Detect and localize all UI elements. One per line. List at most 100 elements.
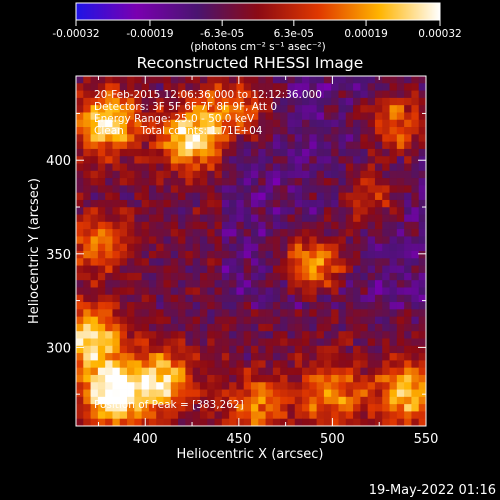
heatmap-cell <box>163 134 172 143</box>
heatmap-cell <box>112 97 121 106</box>
heatmap-cell <box>243 382 252 390</box>
heatmap-cell <box>331 331 339 339</box>
heatmap-cell <box>156 229 164 237</box>
heatmap-cell <box>83 396 91 405</box>
heatmap-cell <box>353 229 361 237</box>
heatmap-cell <box>331 258 339 266</box>
heatmap-cell <box>207 345 215 354</box>
heatmap-cell <box>97 316 106 325</box>
heatmap-cell <box>389 214 398 223</box>
heatmap-cell <box>97 338 106 347</box>
heatmap-cell <box>331 192 339 201</box>
heatmap-cell <box>134 90 143 99</box>
heatmap-cell <box>272 280 281 288</box>
heatmap-cell <box>229 345 237 354</box>
heatmap-cell <box>396 280 405 288</box>
heatmap-cell <box>287 119 296 128</box>
heatmap-cell <box>76 97 84 106</box>
heatmap-cell <box>105 302 113 310</box>
heatmap-cell <box>185 396 194 405</box>
heatmap-cell <box>112 221 121 230</box>
heatmap-cell <box>272 141 281 150</box>
heatmap-cell <box>112 309 121 318</box>
heatmap-cell <box>221 76 230 84</box>
heatmap-cell <box>367 97 376 106</box>
heatmap-cell <box>367 265 376 274</box>
heatmap-cell <box>236 185 245 194</box>
heatmap-cell <box>353 236 361 245</box>
heatmap-cell <box>170 374 179 383</box>
heatmap-cell <box>294 389 303 398</box>
heatmap-cell <box>170 389 179 398</box>
heatmap-cell <box>353 134 361 143</box>
heatmap-cell <box>360 156 369 164</box>
heatmap-cell <box>83 345 91 354</box>
heatmap-cell <box>90 207 99 215</box>
heatmap-cell <box>345 338 354 347</box>
heatmap-cell <box>396 76 405 84</box>
heatmap-cell <box>418 272 426 281</box>
heatmap-cell <box>316 258 325 266</box>
heatmap-cell <box>418 404 426 412</box>
heatmap-cell <box>192 97 201 106</box>
heatmap-cell <box>112 374 121 383</box>
heatmap-cell <box>76 382 84 390</box>
heatmap-cell <box>127 272 135 281</box>
heatmap-cell <box>382 280 390 288</box>
heatmap-cell <box>258 272 266 281</box>
heatmap-cell <box>199 127 208 135</box>
heatmap-cell <box>309 382 318 390</box>
heatmap-cell <box>302 76 310 84</box>
heatmap-cell <box>170 236 179 245</box>
heatmap-cell <box>141 163 150 172</box>
heatmap-cell <box>156 97 164 106</box>
heatmap-cell <box>396 367 405 376</box>
heatmap-cell <box>236 90 245 99</box>
heatmap-cell <box>199 251 208 259</box>
heatmap-cell <box>192 265 201 274</box>
heatmap-cell <box>119 156 128 164</box>
heatmap-cell <box>207 105 215 113</box>
x-tick-label: 450 <box>226 432 251 447</box>
heatmap-cell <box>331 287 339 296</box>
heatmap-cell <box>404 178 412 186</box>
heatmap-cell <box>105 418 113 426</box>
heatmap-cell <box>221 156 230 164</box>
heatmap-cell <box>251 141 259 150</box>
heatmap-cell <box>236 258 245 266</box>
heatmap-cell <box>345 178 354 186</box>
heatmap-cell <box>367 156 376 164</box>
heatmap-cell <box>163 90 172 99</box>
heatmap-cell <box>192 411 201 420</box>
heatmap-cell <box>338 287 347 296</box>
heatmap-cell <box>323 345 332 354</box>
heatmap-cell <box>119 221 128 230</box>
heatmap-cell <box>83 192 91 201</box>
heatmap-cell <box>229 272 237 281</box>
heatmap-cell <box>272 134 281 143</box>
heatmap-cell <box>302 221 310 230</box>
heatmap-cell <box>316 360 325 369</box>
heatmap-cell <box>353 185 361 194</box>
heatmap-cell <box>236 127 245 135</box>
heatmap-cell <box>141 331 150 339</box>
heatmap-cell <box>345 221 354 230</box>
heatmap-cell <box>345 411 354 420</box>
heatmap-cell <box>251 76 259 84</box>
heatmap-cell <box>294 243 303 252</box>
heatmap-cell <box>323 163 332 172</box>
heatmap-cell <box>192 105 201 113</box>
heatmap-cell <box>367 119 376 128</box>
heatmap-cell <box>243 302 252 310</box>
heatmap-cell <box>338 236 347 245</box>
heatmap-cell <box>360 119 369 128</box>
heatmap-cell <box>127 192 135 201</box>
heatmap-cell <box>287 316 296 325</box>
heatmap-cell <box>156 345 164 354</box>
heatmap-cell <box>163 367 172 376</box>
heatmap-cell <box>265 163 274 172</box>
heatmap-cell <box>382 236 390 245</box>
heatmap-cell <box>97 251 106 259</box>
heatmap-cell <box>418 90 426 99</box>
heatmap-cell <box>90 418 99 426</box>
